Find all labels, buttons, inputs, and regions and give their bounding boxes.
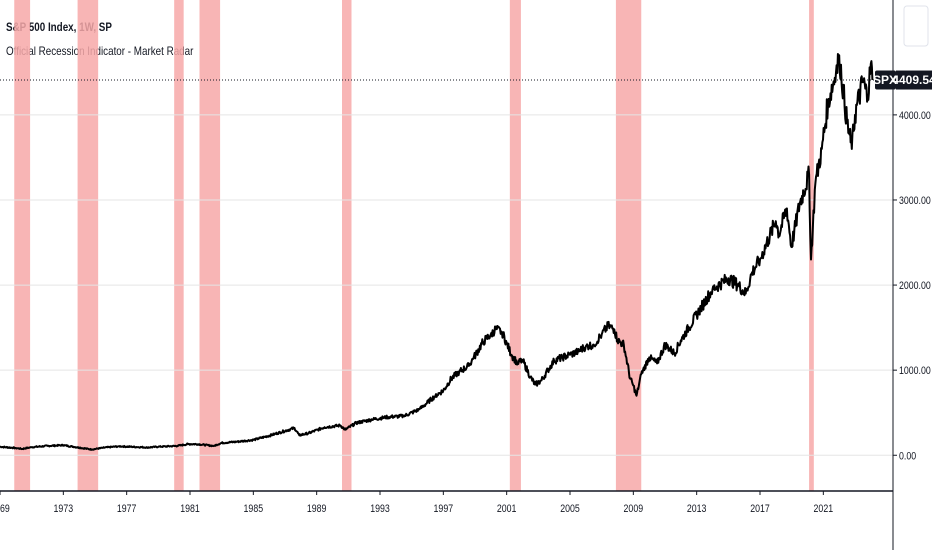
x-tick-label-9: 2005 [560, 503, 580, 515]
x-tick-label-8: 2001 [497, 503, 517, 515]
x-tick-label-10: 2009 [624, 503, 644, 515]
x-tick-label-11: 2013 [687, 503, 707, 515]
x-tick-label-4: 1985 [244, 503, 264, 515]
last-value-label: 4409.54 [892, 73, 932, 87]
y-tick-label-4: 4000.00 [899, 110, 931, 122]
y-tick-label-3: 3000.00 [899, 195, 931, 207]
price-line [0, 53, 874, 451]
recession-bands [14, 0, 814, 491]
y-axis-ticks: 0.00 1000.00 2000.00 3000.00 4000.00 [893, 110, 931, 463]
y-tick-label-1: 1000.00 [899, 365, 931, 377]
recession-band-6 [615, 0, 642, 491]
x-tick-label-7: 1997 [434, 503, 454, 515]
scale-mode-box[interactable] [903, 5, 929, 47]
recession-band-3 [199, 0, 221, 491]
legend-indicator: Official Recession Indicator - Market Ra… [6, 44, 194, 58]
last-value-badge [896, 70, 932, 90]
recession-band-5 [509, 0, 521, 491]
x-tick-label-1: 1973 [54, 503, 74, 515]
x-tick-label-0: 1969 [0, 503, 10, 515]
x-tick-label-5: 1989 [307, 503, 327, 515]
x-tick-label-2: 1977 [117, 503, 137, 515]
recession-band-4 [342, 0, 352, 491]
recession-band-1 [77, 0, 99, 491]
recession-band-2 [174, 0, 184, 491]
symbol-badge [875, 70, 896, 90]
x-tick-label-3: 1981 [180, 503, 200, 515]
y-tick-label-2: 2000.00 [899, 280, 931, 292]
x-axis-ticks: 1969 1973 1977 1981 1985 1989 1993 1997 2001 2005… [0, 491, 834, 515]
x-tick-label-13: 2021 [814, 503, 834, 515]
recession-band-0 [14, 0, 31, 491]
x-tick-label-12: 2017 [750, 503, 770, 515]
y-tick-label-0: 0.00 [899, 450, 917, 462]
grid-lines [0, 114, 893, 456]
x-tick-label-6: 1993 [370, 503, 390, 515]
symbol-label: SPX [873, 73, 897, 87]
